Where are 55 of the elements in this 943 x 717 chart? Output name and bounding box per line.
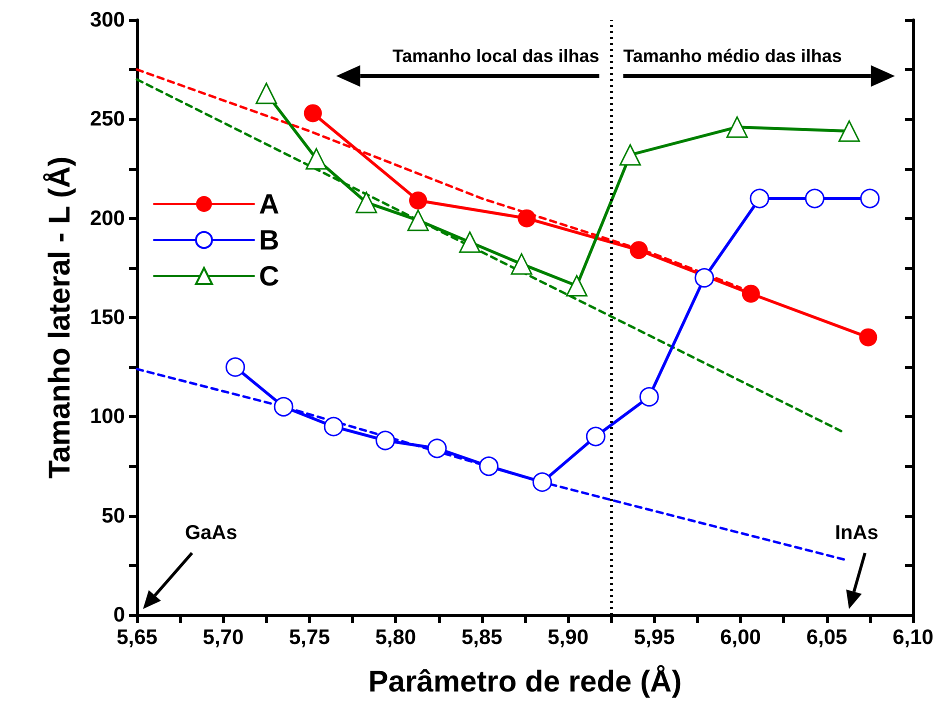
y-axis-title: Tamanho lateral - L (Å): [42, 156, 76, 479]
point: [226, 357, 246, 377]
x-tick-label: 5,70: [202, 626, 244, 649]
point: [860, 188, 880, 208]
annotation: InAs: [835, 522, 878, 544]
point: [859, 328, 878, 346]
x-tick-label: 6,10: [892, 626, 934, 649]
legend-label: A: [259, 188, 280, 220]
legend-label: B: [259, 224, 280, 256]
point: [694, 268, 714, 288]
point: [306, 148, 328, 170]
y-tick-label: 250: [90, 108, 125, 131]
point: [726, 116, 748, 138]
x-tick-label: 6,00: [720, 626, 761, 649]
point: [586, 426, 606, 446]
point: [510, 253, 532, 275]
x-tick-label: 6,05: [806, 626, 848, 649]
point: [274, 397, 294, 416]
point: [324, 416, 344, 436]
x-tick-label: 5,80: [375, 626, 416, 649]
point: [407, 210, 429, 232]
point: [356, 192, 378, 214]
annotation: Tamanho local das ilhas: [392, 46, 600, 66]
point: [518, 209, 536, 228]
point: [532, 472, 552, 492]
y-tick-label: 100: [90, 405, 125, 428]
point: [479, 456, 499, 476]
y-tick-label: 0: [113, 604, 125, 626]
x-tick-label: 5,65: [116, 626, 158, 649]
y-tick-label: 150: [90, 306, 125, 329]
point: [742, 284, 760, 303]
x-tick-label: 5,85: [461, 626, 503, 649]
point: [427, 438, 447, 458]
x-axis-title: Parâmetro de rede (Å): [368, 664, 682, 698]
point: [304, 104, 322, 122]
point: [459, 231, 481, 253]
point: [630, 241, 648, 260]
point: [376, 430, 396, 450]
annotation: Tamanho médio das ilhas: [623, 46, 842, 66]
point: [566, 275, 588, 297]
point: [256, 82, 278, 104]
legend-label: C: [259, 260, 280, 292]
point: [838, 120, 860, 142]
point: [804, 188, 824, 208]
x-tick-label: 5,95: [634, 626, 676, 649]
point: [619, 144, 641, 166]
x-tick-label: 5,75: [289, 626, 330, 649]
y-tick-label: 300: [90, 8, 125, 32]
y-tick-label: 50: [102, 504, 125, 528]
point: [639, 387, 659, 407]
y-tick-label: 200: [90, 206, 125, 230]
x-tick-label: 5,90: [548, 626, 589, 649]
annotation: GaAs: [185, 522, 238, 544]
point: [750, 188, 770, 208]
point: [409, 191, 428, 210]
